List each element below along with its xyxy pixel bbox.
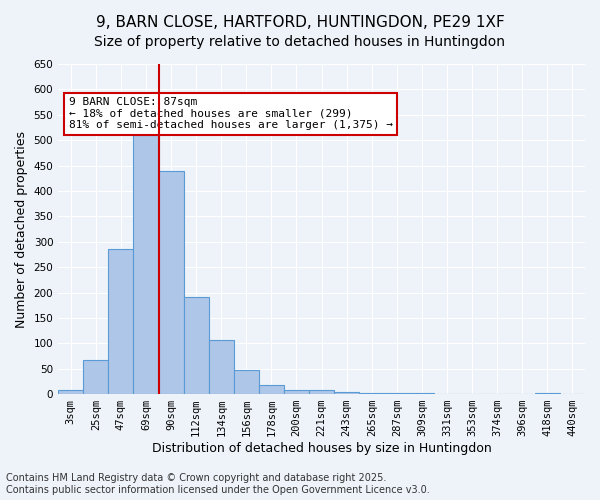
Bar (259, 386, 284, 394)
Bar (184, 296, 209, 394)
Bar (58, 390, 83, 394)
Bar (209, 340, 234, 394)
Bar (158, 170, 184, 394)
Y-axis label: Number of detached properties: Number of detached properties (15, 130, 28, 328)
Bar (309, 390, 334, 394)
Text: Size of property relative to detached houses in Huntingdon: Size of property relative to detached ho… (95, 35, 505, 49)
Bar (409, 392, 434, 394)
Bar (133, 135, 158, 394)
Bar (334, 392, 359, 394)
Bar (359, 392, 385, 394)
Bar (83, 360, 109, 394)
Text: Contains HM Land Registry data © Crown copyright and database right 2025.
Contai: Contains HM Land Registry data © Crown c… (6, 474, 430, 495)
X-axis label: Distribution of detached houses by size in Huntingdon: Distribution of detached houses by size … (152, 442, 491, 455)
Bar (535, 392, 560, 394)
Bar (234, 370, 259, 394)
Text: 9, BARN CLOSE, HARTFORD, HUNTINGDON, PE29 1XF: 9, BARN CLOSE, HARTFORD, HUNTINGDON, PE2… (95, 15, 505, 30)
Text: 9 BARN CLOSE: 87sqm
← 18% of detached houses are smaller (299)
81% of semi-detac: 9 BARN CLOSE: 87sqm ← 18% of detached ho… (69, 97, 393, 130)
Bar (284, 390, 309, 394)
Bar (109, 250, 133, 394)
Bar (385, 392, 409, 394)
